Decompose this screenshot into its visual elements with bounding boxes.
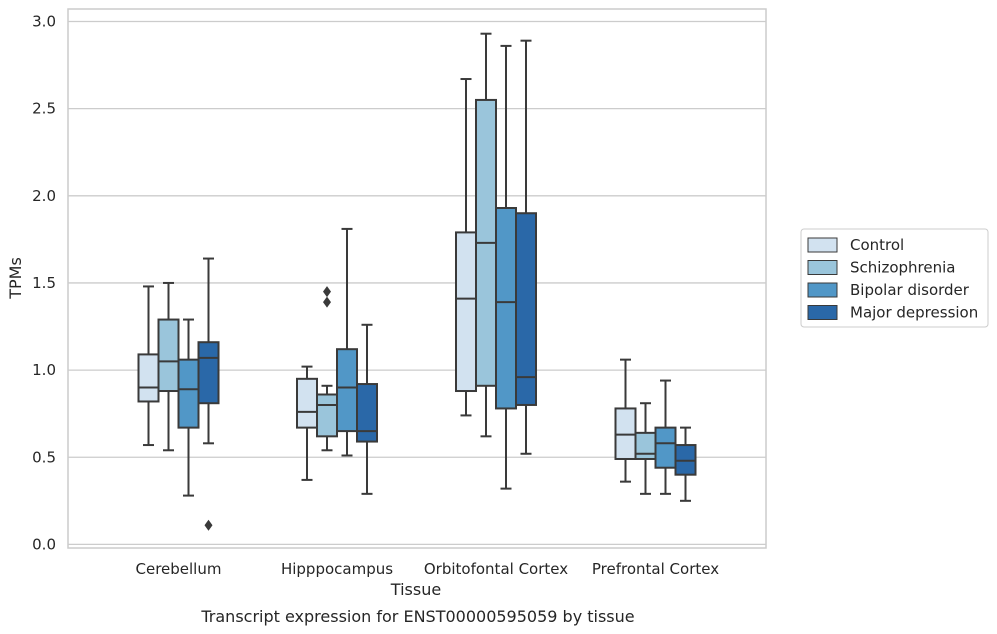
legend-label: Control — [850, 236, 904, 254]
iqr-box — [654, 426, 677, 469]
box-orbitofontal-cortex — [515, 39, 537, 455]
y-tick-label: 1.0 — [32, 361, 56, 379]
box-cerebellum — [197, 257, 220, 531]
x-tick-label: Hipppocampus — [281, 560, 393, 578]
box-prefrontal-cortex — [654, 379, 677, 495]
legend-item: Schizophrenia — [807, 259, 955, 277]
box-hipppocampus — [316, 286, 338, 452]
series-schizophrenia — [157, 32, 657, 495]
iqr-box — [455, 231, 477, 393]
x-axis-title: Tissue — [390, 580, 441, 599]
y-axis-title: TPMs — [6, 257, 25, 300]
box-series — [137, 32, 697, 531]
y-tick-label: 2.5 — [32, 100, 56, 118]
legend-label: Major depression — [850, 304, 978, 322]
x-tick-label: Cerebellum — [136, 560, 222, 578]
box-cerebellum — [137, 285, 160, 447]
plot-frame — [67, 8, 767, 549]
legend-label: Bipolar disorder — [850, 281, 970, 299]
box-hipppocampus — [336, 227, 358, 457]
legend-swatch — [807, 260, 838, 275]
iqr-box — [157, 318, 180, 393]
box-prefrontal-cortex — [614, 358, 637, 483]
iqr-box — [296, 377, 318, 429]
series-control — [137, 78, 637, 483]
series-bipolar-disorder — [177, 44, 677, 497]
iqr-box — [336, 348, 358, 433]
legend-item: Major depression — [807, 304, 978, 322]
legend: Control Schizophrenia Bipolar disorder Majo… — [800, 228, 989, 328]
box-hipppocampus — [296, 365, 318, 481]
y-tick-label: 2.0 — [32, 187, 56, 205]
x-tick-label: Prefrontal Cortex — [592, 560, 719, 578]
iqr-box — [495, 207, 517, 410]
y-tick-label: 0.0 — [32, 535, 56, 553]
legend-swatch — [807, 237, 838, 253]
iqr-box — [515, 212, 537, 406]
x-tick-label: Orbitofontal Cortex — [424, 560, 568, 578]
box-prefrontal-cortex — [634, 402, 657, 495]
y-tick-label: 1.5 — [32, 274, 56, 292]
legend-label: Schizophrenia — [850, 259, 955, 277]
box-prefrontal-cortex — [674, 426, 697, 502]
iqr-box — [137, 353, 160, 403]
legend-item: Control — [807, 236, 904, 254]
y-tick-labels: 0.0 0.5 1.0 1.5 2.0 2.5 3.0 — [32, 13, 56, 554]
legend-frame — [800, 228, 989, 328]
legend-swatch — [807, 282, 838, 298]
series-major-depression — [197, 39, 697, 531]
iqr-box — [634, 431, 657, 460]
y-tick-label: 3.0 — [32, 13, 56, 31]
legend-swatch — [807, 305, 838, 320]
y-tick-label: 0.5 — [32, 448, 56, 466]
iqr-box — [177, 358, 200, 429]
legend-item: Bipolar disorder — [807, 281, 970, 299]
box-hipppocampus — [356, 323, 378, 495]
outlier-point — [323, 286, 331, 298]
outlier-point — [204, 519, 213, 531]
box-cerebellum — [157, 281, 180, 452]
iqr-box — [197, 341, 220, 405]
chart-caption: Transcript expression for ENST0000059505… — [200, 607, 634, 626]
iqr-box — [356, 383, 378, 443]
box-orbitofontal-cortex — [455, 78, 477, 417]
iqr-box — [316, 393, 338, 438]
box-orbitofontal-cortex — [495, 44, 517, 490]
x-tick-labels: Cerebellum Hipppocampus Orbitofontal Corte… — [136, 560, 720, 578]
box-orbitofontal-cortex — [475, 32, 497, 438]
outlier-point — [323, 296, 331, 308]
box-cerebellum — [177, 318, 200, 497]
